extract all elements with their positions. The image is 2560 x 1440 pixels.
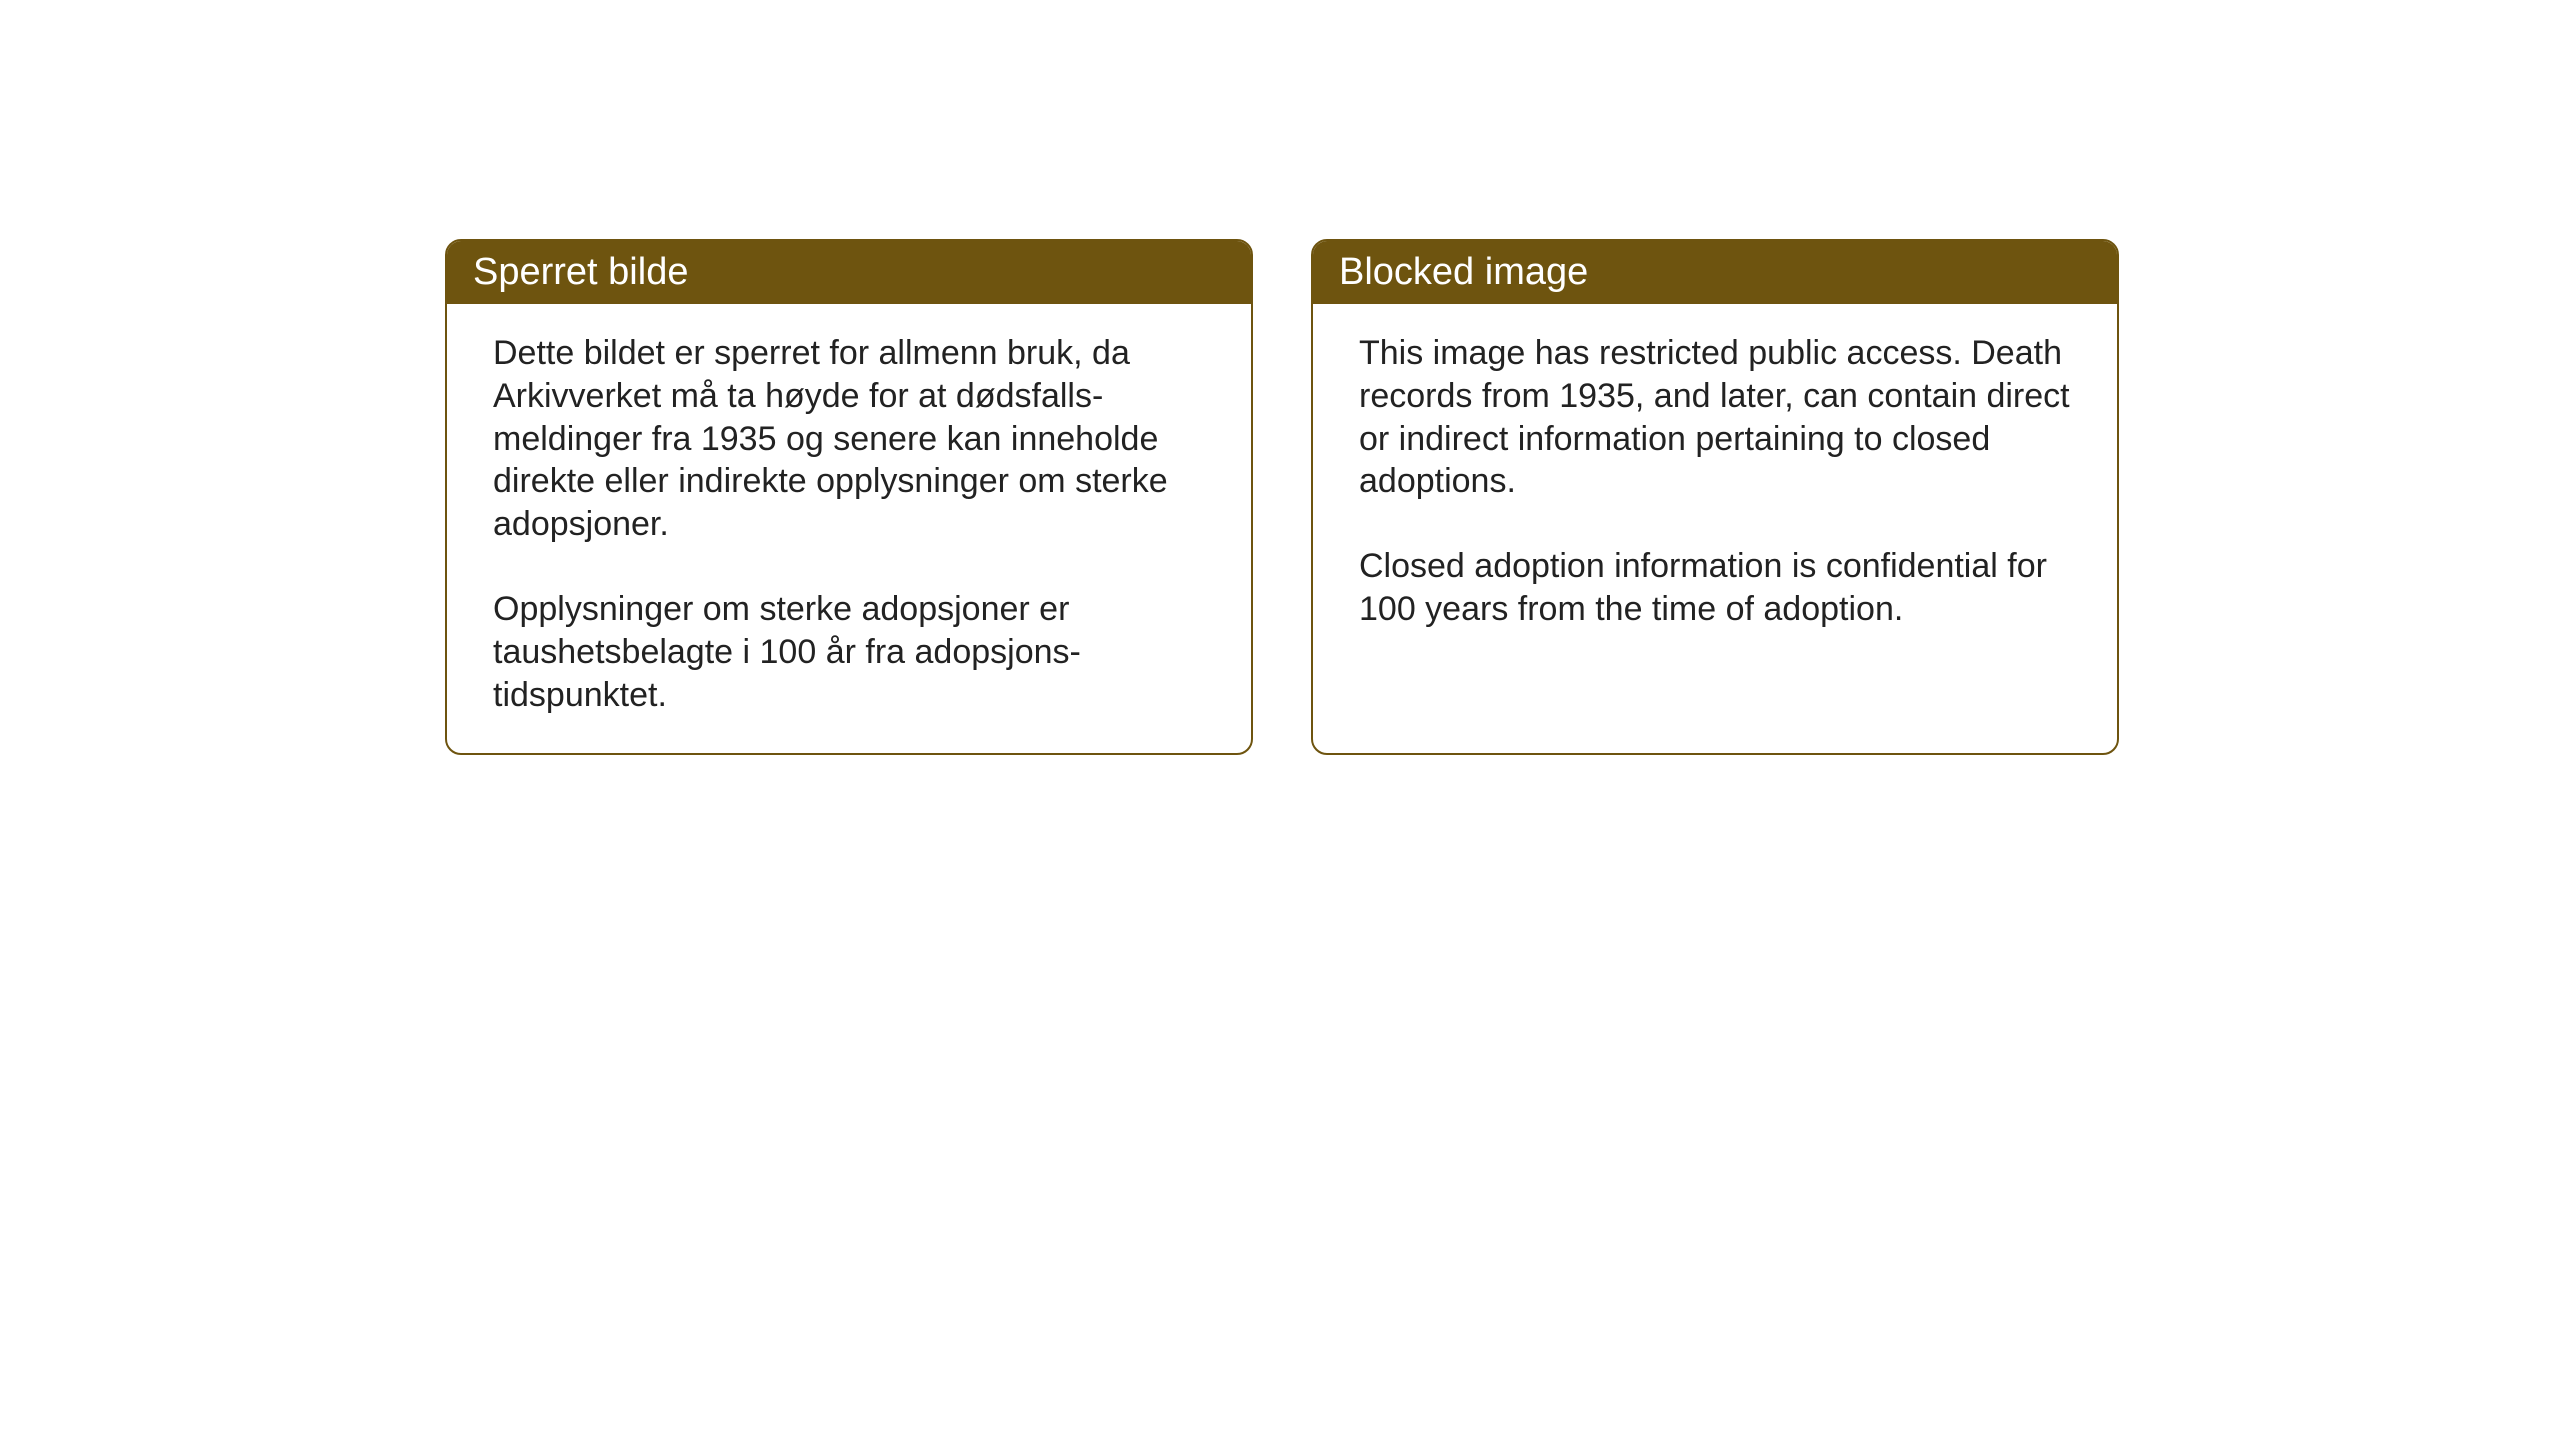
notice-container: Sperret bilde Dette bildet er sperret fo… — [445, 239, 2119, 755]
paragraph-text: This image has restricted public access.… — [1359, 332, 2071, 503]
paragraph-text: Closed adoption information is confident… — [1359, 545, 2071, 631]
card-body-norwegian: Dette bildet er sperret for allmenn bruk… — [447, 304, 1251, 753]
notice-card-norwegian: Sperret bilde Dette bildet er sperret fo… — [445, 239, 1253, 755]
card-body-english: This image has restricted public access.… — [1313, 304, 2117, 667]
paragraph-text: Dette bildet er sperret for allmenn bruk… — [493, 332, 1205, 546]
card-header-norwegian: Sperret bilde — [447, 241, 1251, 304]
notice-card-english: Blocked image This image has restricted … — [1311, 239, 2119, 755]
paragraph-text: Opplysninger om sterke adopsjoner er tau… — [493, 588, 1205, 716]
card-header-english: Blocked image — [1313, 241, 2117, 304]
